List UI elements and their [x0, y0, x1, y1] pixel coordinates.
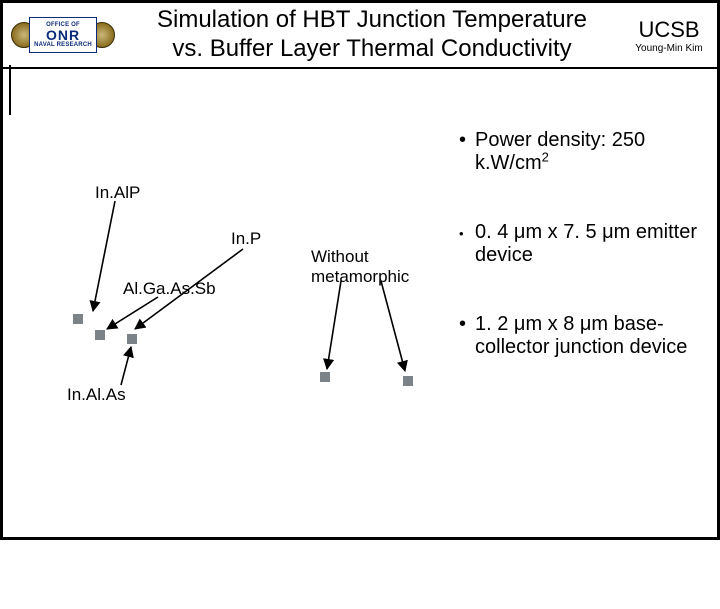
onr-box: OFFICE OF ONR NAVAL RESEARCH: [29, 17, 97, 53]
bullets: •Power density: 250 k.W/cm2•0. 4 μm x 7.…: [459, 129, 699, 405]
diagram-label-algaassb: Al.Ga.As.Sb: [123, 279, 216, 299]
bullet-symbol: •: [459, 129, 475, 175]
onr-mid: ONR: [46, 28, 80, 42]
arrow-line: [327, 281, 341, 369]
author: Young-Min Kim: [635, 43, 702, 54]
data-marker: [320, 372, 330, 382]
slide-body: •Power density: 250 k.W/cm2•0. 4 μm x 7.…: [3, 69, 717, 537]
slide-title: Simulation of HBT Junction Temperature v…: [157, 6, 587, 64]
arrow-line: [107, 297, 158, 329]
arrow-line: [381, 281, 405, 371]
data-marker: [95, 330, 105, 340]
header: OFFICE OF ONR NAVAL RESEARCH Simulation …: [3, 3, 717, 69]
bullet-symbol: •: [459, 221, 475, 267]
logo-area: OFFICE OF ONR NAVAL RESEARCH: [3, 3, 123, 67]
bullet-row: •1. 2 μm x 8 μm base-collector junction …: [459, 313, 699, 359]
diagram-label-inalp: In.AlP: [95, 183, 140, 203]
diagram-label-without: Withoutmetamorphic: [311, 247, 409, 287]
title-line2: vs. Buffer Layer Thermal Conductivity: [172, 35, 571, 62]
title-line1: Simulation of HBT Junction Temperature: [157, 6, 587, 33]
onr-bot: NAVAL RESEARCH: [34, 42, 92, 48]
arrow-line: [121, 347, 131, 385]
arrow-line: [93, 201, 115, 311]
onr-logo: OFFICE OF ONR NAVAL RESEARCH: [13, 12, 113, 58]
diagram-label-inp: In.P: [231, 229, 261, 249]
bullet-text: Power density: 250 k.W/cm2: [475, 129, 699, 175]
institution: UCSB: [638, 17, 699, 43]
slide: OFFICE OF ONR NAVAL RESEARCH Simulation …: [0, 0, 720, 540]
data-marker: [403, 376, 413, 386]
data-marker: [127, 334, 137, 344]
bullet-row: •0. 4 μm x 7. 5 μm emitter device: [459, 221, 699, 267]
bullet-row: •Power density: 250 k.W/cm2: [459, 129, 699, 175]
bullet-symbol: •: [459, 313, 475, 359]
data-marker: [73, 314, 83, 324]
bullet-text: 1. 2 μm x 8 μm base-collector junction d…: [475, 313, 699, 359]
title-area: Simulation of HBT Junction Temperature v…: [123, 3, 621, 67]
bullet-text: 0. 4 μm x 7. 5 μm emitter device: [475, 221, 699, 267]
diagram-label-inalas: In.Al.As: [67, 385, 126, 405]
header-right: UCSB Young-Min Kim: [621, 3, 717, 67]
